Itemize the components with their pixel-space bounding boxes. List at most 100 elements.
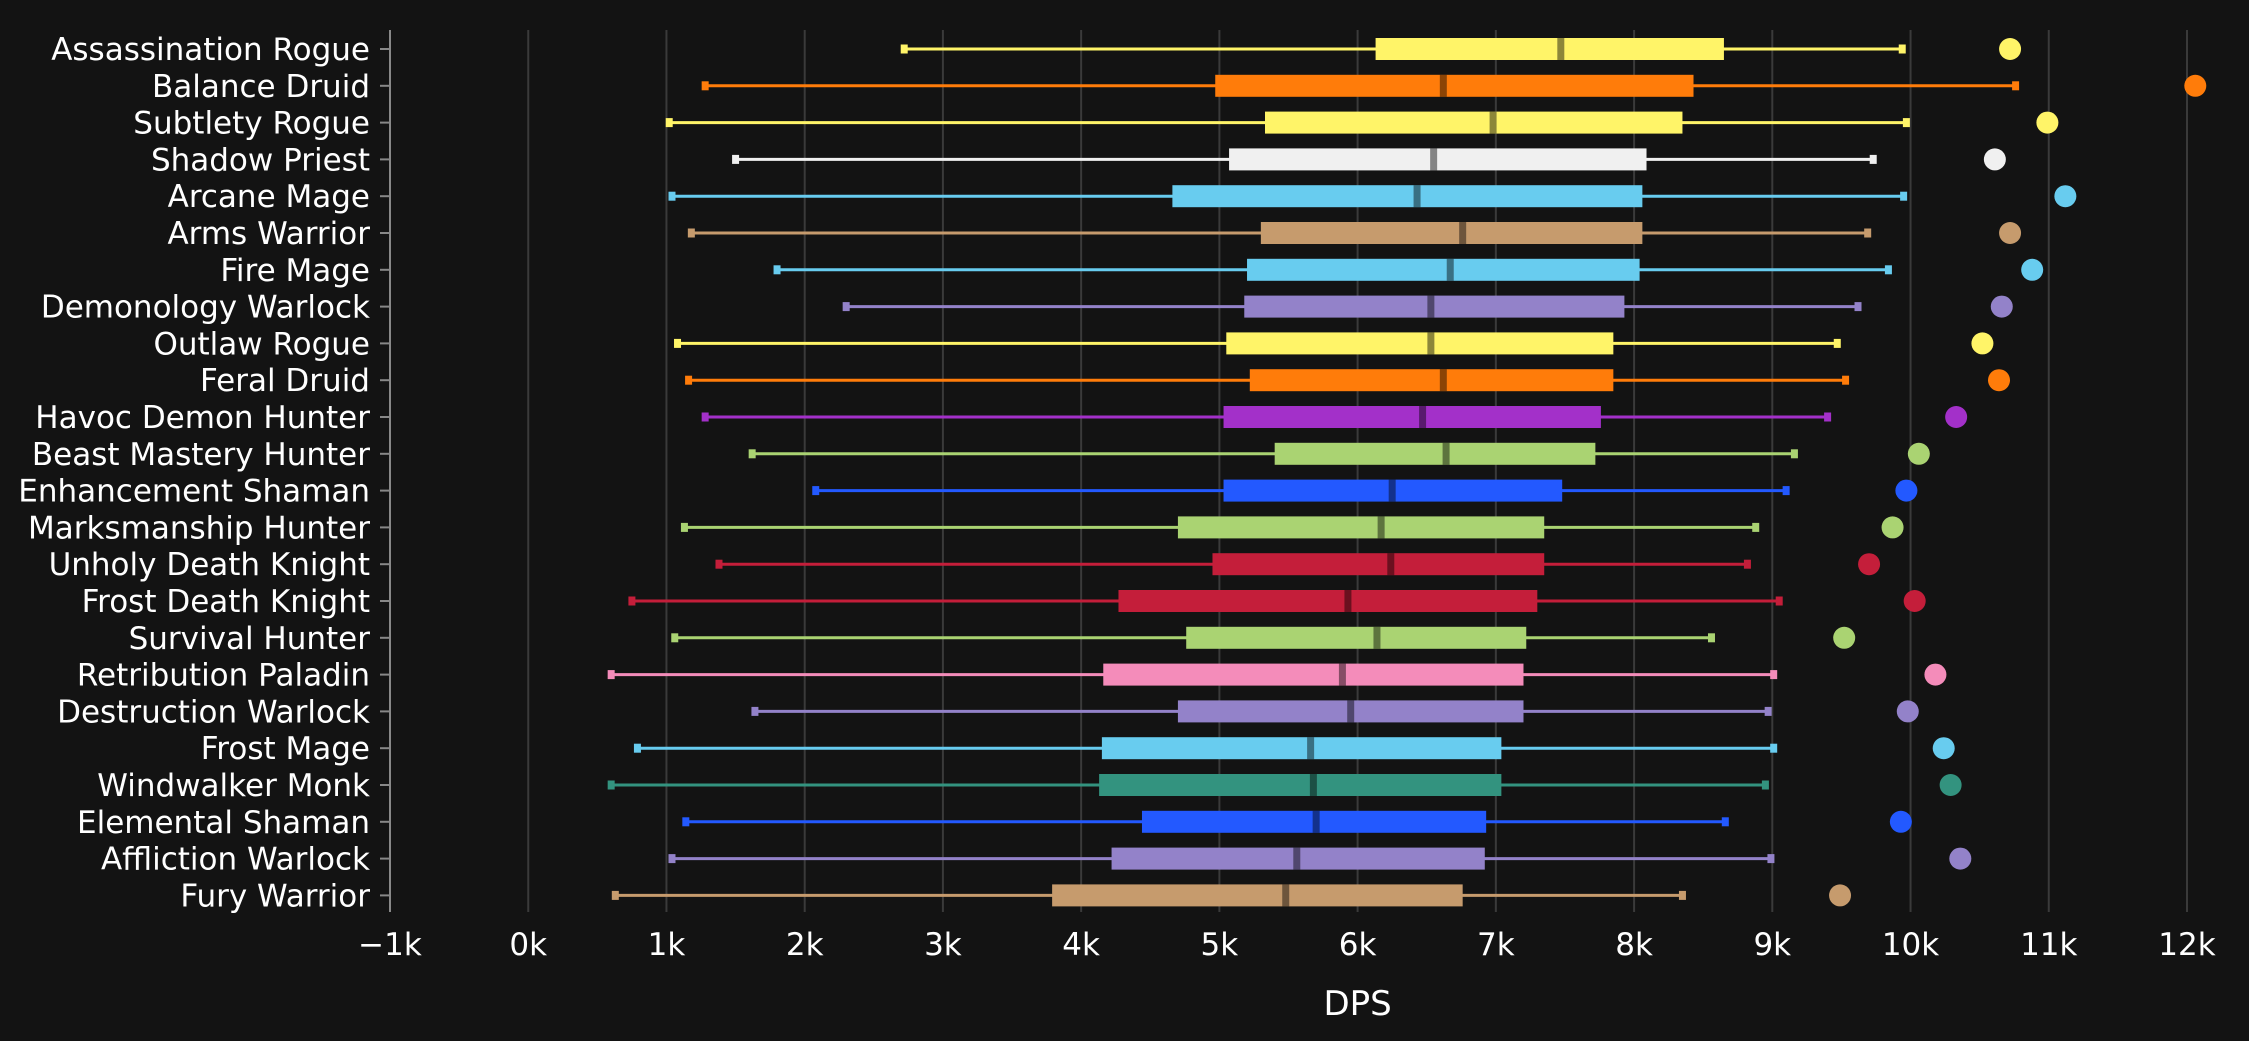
whisker-max-cap bbox=[1721, 817, 1729, 827]
iqr-box bbox=[1177, 700, 1524, 723]
whisker-max-cap bbox=[1775, 596, 1783, 606]
median-marker bbox=[1442, 442, 1450, 465]
whisker-min-cap bbox=[751, 706, 759, 716]
median-marker bbox=[1427, 295, 1435, 318]
whisker-min-cap bbox=[842, 302, 850, 312]
whisker-max-cap bbox=[1770, 670, 1778, 680]
x-tick-label: 6k bbox=[1339, 927, 1377, 963]
whisker-min-cap bbox=[812, 486, 820, 496]
outlier-point bbox=[1988, 369, 2011, 392]
y-tick-label: Subtlety Rogue bbox=[133, 106, 370, 142]
y-tick-label: Survival Hunter bbox=[129, 621, 371, 657]
y-tick-label: Beast Mastery Hunter bbox=[32, 437, 370, 473]
iqr-box bbox=[1249, 369, 1614, 392]
whisker-min-cap bbox=[668, 854, 676, 864]
iqr-box bbox=[1052, 884, 1463, 907]
x-tick-label: 8k bbox=[1615, 927, 1653, 963]
whisker-min-cap bbox=[732, 154, 740, 164]
y-tick-label: Destruction Warlock bbox=[57, 694, 370, 730]
y-tick-label: Havoc Demon Hunter bbox=[35, 400, 370, 436]
whisker-max-cap bbox=[1743, 559, 1751, 569]
whisker-min-cap bbox=[607, 670, 615, 680]
y-tick-label: Shadow Priest bbox=[151, 142, 370, 178]
outlier-point bbox=[2054, 185, 2077, 208]
whisker-min-cap bbox=[665, 118, 673, 128]
y-tick-label: Windwalker Monk bbox=[97, 768, 370, 804]
median-marker bbox=[1413, 185, 1421, 208]
y-tick-label: Assassination Rogue bbox=[51, 32, 370, 68]
median-marker bbox=[1388, 479, 1396, 502]
box-series bbox=[607, 38, 2020, 907]
whisker-max-cap bbox=[1782, 486, 1790, 496]
outlier-point bbox=[1858, 553, 1881, 576]
y-tick-label: Affliction Warlock bbox=[101, 842, 370, 878]
box-arms-warrior bbox=[687, 222, 1872, 244]
whisker-min-cap bbox=[685, 375, 693, 385]
outlier-point bbox=[1924, 663, 1947, 686]
y-tick-label: Balance Druid bbox=[152, 69, 370, 105]
iqr-box bbox=[1274, 442, 1596, 465]
y-tick-label: Arcane Mage bbox=[168, 179, 370, 215]
whisker-max-cap bbox=[1842, 375, 1850, 385]
iqr-box bbox=[1177, 516, 1545, 539]
whisker-min-cap bbox=[680, 522, 688, 532]
median-marker bbox=[1439, 74, 1447, 97]
y-tick-label: Outlaw Rogue bbox=[153, 326, 370, 362]
iqr-box bbox=[1244, 295, 1625, 318]
whisker-max-cap bbox=[1770, 743, 1778, 753]
iqr-box bbox=[1212, 553, 1545, 576]
whisker-min-cap bbox=[674, 338, 682, 348]
iqr-box bbox=[1186, 626, 1527, 649]
outlier-point bbox=[1945, 406, 1968, 428]
iqr-box bbox=[1111, 847, 1485, 870]
outlier-point bbox=[2036, 111, 2059, 134]
whisker-max-cap bbox=[1678, 890, 1686, 900]
iqr-box bbox=[1226, 332, 1614, 355]
box-fury-warrior bbox=[611, 884, 1686, 907]
outlier-point bbox=[2184, 74, 2207, 97]
median-marker bbox=[1459, 222, 1467, 244]
whisker-min-cap bbox=[701, 81, 709, 91]
outlier-point bbox=[1949, 847, 1972, 870]
outlier-point bbox=[1999, 38, 2022, 60]
x-tick-label: 9k bbox=[1753, 927, 1791, 963]
outlier-points bbox=[1829, 38, 2207, 907]
y-tick-label: Enhancement Shaman bbox=[18, 474, 370, 510]
median-marker bbox=[1446, 258, 1454, 281]
whisker-min-cap bbox=[701, 412, 709, 422]
x-tick-label: 1k bbox=[648, 927, 686, 963]
box-windwalker-monk bbox=[607, 774, 1769, 796]
outlier-point bbox=[1903, 590, 1926, 612]
whisker-max-cap bbox=[1864, 228, 1872, 238]
whisker-min-cap bbox=[773, 265, 781, 275]
median-marker bbox=[1307, 737, 1315, 760]
y-tick-label: Fury Warrior bbox=[180, 878, 370, 914]
whisker-max-cap bbox=[1790, 449, 1798, 459]
box-arcane-mage bbox=[668, 185, 1908, 208]
box-beast-mastery-hunter bbox=[748, 442, 1798, 465]
outlier-point bbox=[1932, 737, 1955, 760]
box-survival-hunter bbox=[671, 626, 1715, 649]
whisker-max-cap bbox=[1764, 706, 1772, 716]
median-marker bbox=[1430, 148, 1438, 171]
median-marker bbox=[1347, 700, 1355, 723]
y-tick-label: Demonology Warlock bbox=[41, 290, 370, 326]
outlier-point bbox=[1999, 222, 2022, 244]
box-enhancement-shaman bbox=[812, 479, 1790, 502]
box-demonology-warlock bbox=[842, 295, 1862, 318]
median-marker bbox=[1309, 774, 1317, 796]
iqr-box bbox=[1215, 74, 1694, 97]
median-marker bbox=[1557, 38, 1565, 60]
grid-lines bbox=[527, 30, 2188, 912]
whisker-min-cap bbox=[607, 780, 615, 790]
whisker-max-cap bbox=[1833, 338, 1841, 348]
whisker-max-cap bbox=[1752, 522, 1760, 532]
y-tick-label: Frost Mage bbox=[201, 731, 370, 767]
whisker-min-cap bbox=[748, 449, 756, 459]
y-tick-label: Unholy Death Knight bbox=[49, 547, 370, 583]
y-tick-label: Feral Druid bbox=[200, 363, 370, 399]
box-affliction-warlock bbox=[668, 847, 1775, 870]
box-assassination-rogue bbox=[900, 38, 1906, 60]
iqr-box bbox=[1118, 590, 1538, 612]
whisker-max-cap bbox=[1707, 633, 1715, 643]
